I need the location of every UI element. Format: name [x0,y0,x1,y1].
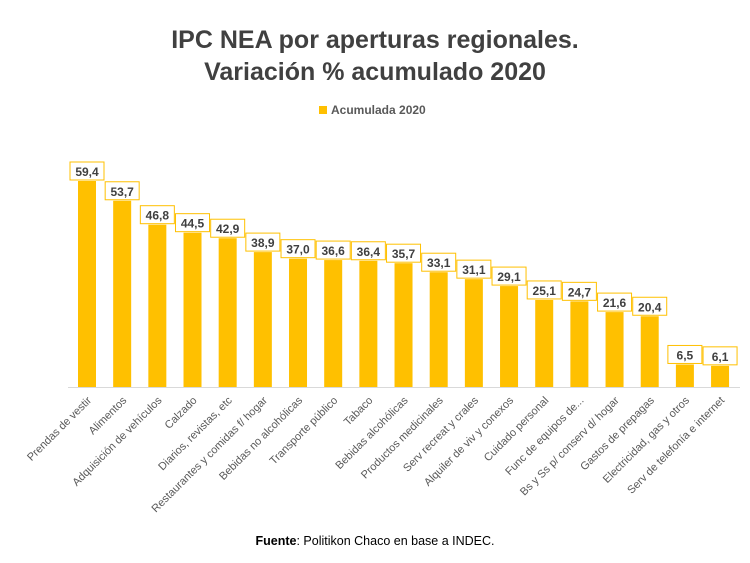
data-label: 44,5 [181,217,205,231]
data-label: 21,6 [603,296,627,310]
data-label-box [350,241,386,261]
bar [289,258,308,387]
data-label-box [421,252,457,272]
bar [324,260,343,387]
data-label: 59,4 [75,165,99,179]
bar [183,232,202,387]
data-label-box [210,218,246,238]
data-label: 29,1 [497,270,521,284]
data-label: 20,4 [638,300,662,314]
data-label: 35,7 [392,247,416,261]
data-label-box [597,292,633,312]
legend: Acumulada 2020 [319,103,426,117]
data-label-box [702,346,738,366]
source-note: Fuente: Politikon Chaco en base a INDEC. [255,534,494,548]
bar [500,286,519,387]
data-label-box [632,296,668,316]
legend-swatch [319,106,327,114]
bar [253,252,272,387]
bar [148,224,167,387]
data-label: 6,1 [712,350,729,364]
legend-label: Acumulada 2020 [331,103,426,117]
data-label-box [175,213,211,233]
data-label-box [667,344,703,364]
bar [359,260,378,387]
data-label-box [280,239,316,259]
data-label: 25,1 [533,284,557,298]
data-label: 37,0 [286,243,310,257]
bar [464,279,483,387]
data-label-box [104,181,140,201]
x-tick-label: Transporte público [268,395,341,468]
bar [640,316,659,387]
bar [535,299,554,387]
data-label-box [526,280,562,300]
data-label: 6,5 [677,348,694,362]
bar [394,263,413,387]
chart-title: IPC NEA por aperturas regionales. [171,26,579,54]
bar [429,272,448,387]
data-label-box [245,232,281,252]
x-tick-label: Cuidado personal [482,395,551,464]
x-tick-label: Prendas de vestir [25,394,94,463]
data-label-box [491,266,527,286]
data-label: 38,9 [251,236,275,250]
data-label: 36,4 [357,245,381,259]
bar [570,301,589,387]
data-label: 31,1 [462,263,486,277]
data-label: 33,1 [427,256,451,270]
bar [218,238,237,387]
bar [675,364,694,387]
data-label: 36,6 [322,244,346,258]
bar [711,365,730,387]
data-label: 53,7 [110,185,134,199]
bar [113,200,132,387]
data-label-box [315,240,351,260]
chart-subtitle: Variación % acumulado 2020 [204,58,546,86]
data-label-box [139,205,175,225]
data-label-box [456,259,492,279]
data-label: 42,9 [216,222,240,236]
data-label: 46,8 [146,209,170,223]
data-label-box [69,161,105,181]
bar [78,181,96,387]
data-label-box [386,243,422,263]
source-text: : Politikon Chaco en base a INDEC. [296,534,494,548]
x-tick-label: Tabaco [342,395,376,429]
data-label-box [561,281,597,301]
bar [605,312,624,387]
data-label: 24,7 [568,285,592,299]
source-label: Fuente [255,534,296,548]
